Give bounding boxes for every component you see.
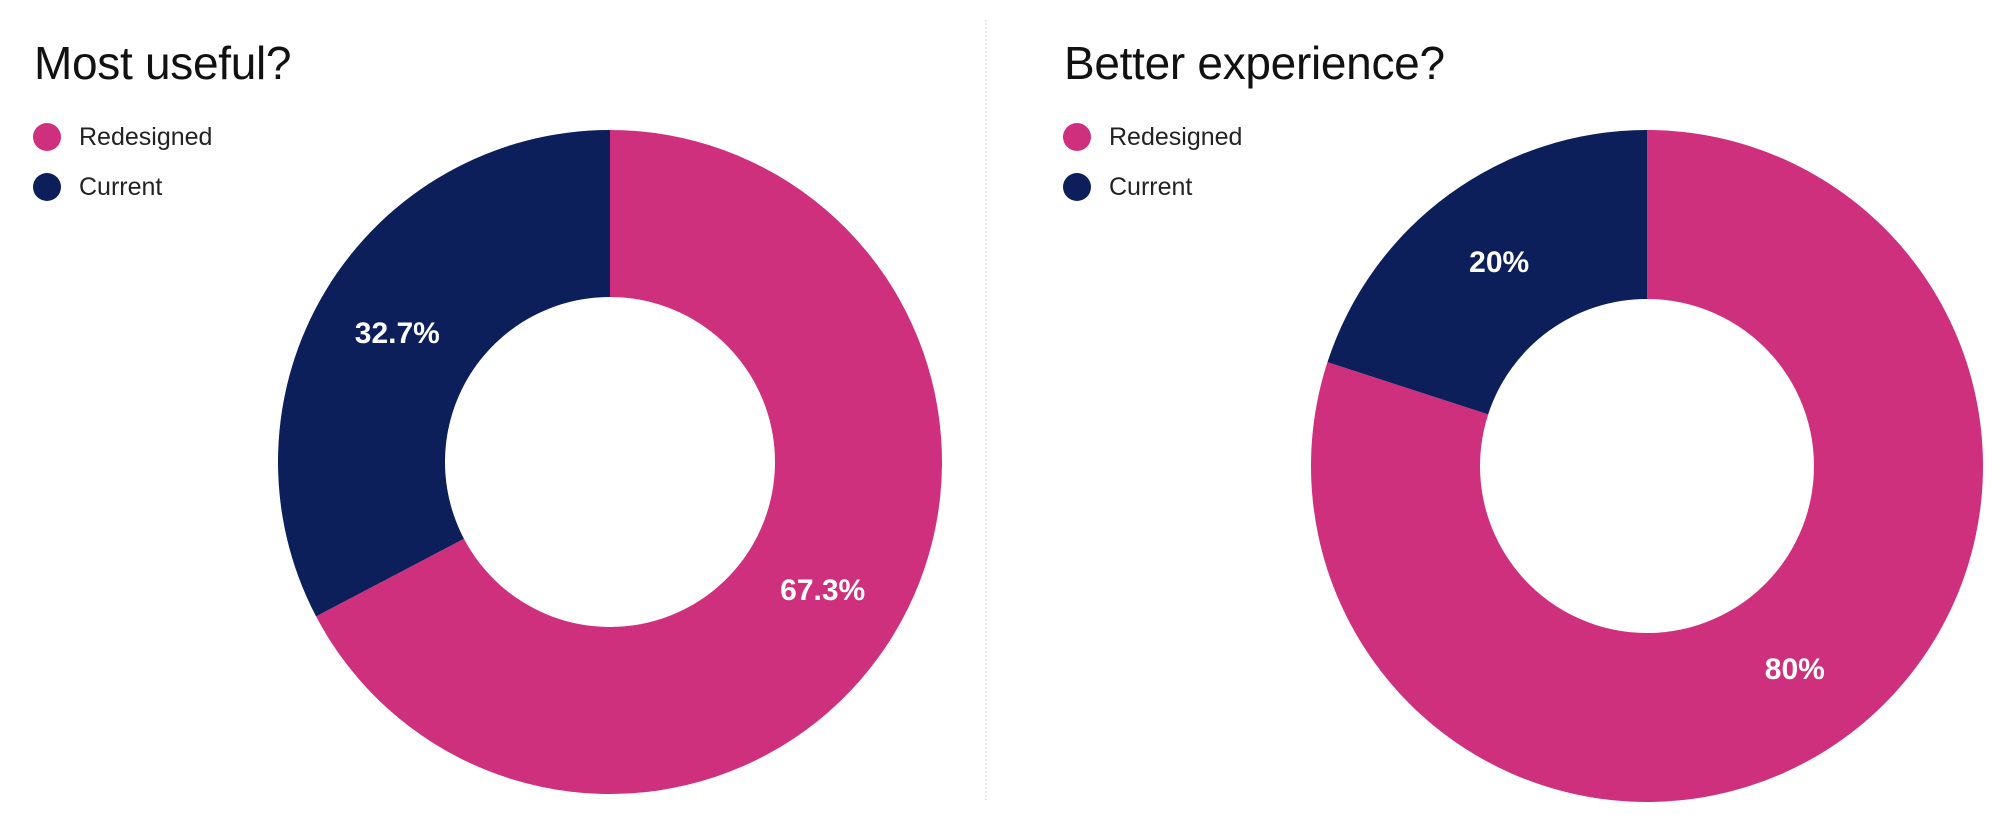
legend-label-redesigned: Redesigned xyxy=(1109,122,1243,151)
legend-label-current: Current xyxy=(79,172,163,201)
legend: Redesigned Current xyxy=(1063,112,1242,212)
legend-item-current[interactable]: Current xyxy=(1063,162,1242,212)
slice-label-redesigned: 80% xyxy=(1765,653,1825,686)
legend-swatch-current xyxy=(33,173,61,201)
donut-chart-better-experience: 80% 20% xyxy=(1311,129,1983,802)
donut-slice-redesigned[interactable] xyxy=(1311,130,1983,802)
legend-label-current: Current xyxy=(1109,172,1193,201)
legend-swatch-redesigned xyxy=(1063,123,1091,151)
slice-label-current: 20% xyxy=(1469,246,1529,279)
legend-label-redesigned: Redesigned xyxy=(79,122,213,151)
legend-item-current[interactable]: Current xyxy=(33,162,212,212)
legend-swatch-current xyxy=(1063,173,1091,201)
donut-slice-current[interactable] xyxy=(278,130,610,617)
slice-label-redesigned: 67.3% xyxy=(780,574,865,607)
legend-item-redesigned[interactable]: Redesigned xyxy=(1063,112,1242,162)
chart-title: Better experience? xyxy=(1064,37,1445,89)
chart-panel-better-experience: Better experience? Redesigned Current 80… xyxy=(1030,0,2013,819)
chart-title: Most useful? xyxy=(34,37,292,89)
chart-panel-most-useful: Most useful? Redesigned Current 67.3% 32.… xyxy=(0,0,1000,819)
donut-slice-current[interactable] xyxy=(1327,129,1647,415)
chart-divider xyxy=(985,20,987,800)
donut-chart-most-useful: 67.3% 32.7% xyxy=(278,130,942,794)
slice-label-current: 32.7% xyxy=(355,317,440,350)
legend: Redesigned Current xyxy=(33,112,212,212)
donut-slice-redesigned[interactable] xyxy=(316,130,942,794)
legend-item-redesigned[interactable]: Redesigned xyxy=(33,112,212,162)
legend-swatch-redesigned xyxy=(33,123,61,151)
